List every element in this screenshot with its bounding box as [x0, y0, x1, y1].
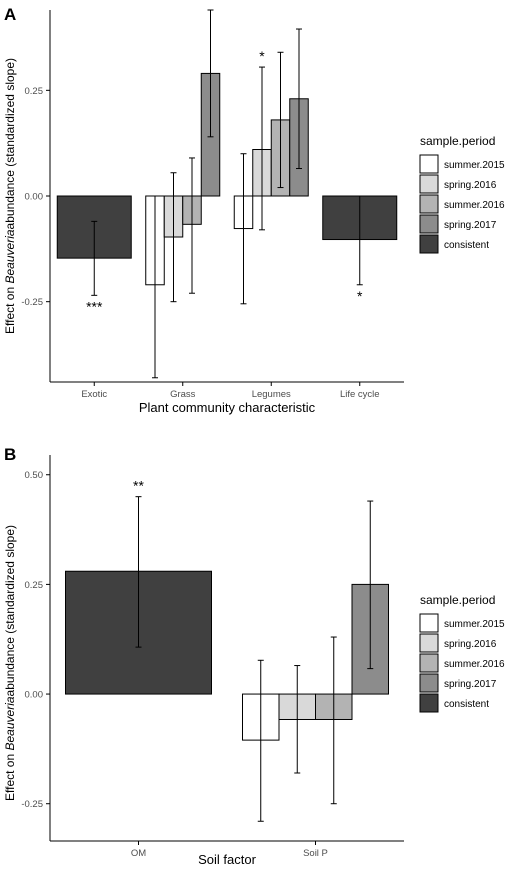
legend-swatch [419, 234, 439, 254]
y-tick-label: 0.25 [25, 580, 44, 591]
error-bar-grass-spring-2016 [170, 172, 177, 303]
panel-b-bars [65, 570, 389, 741]
legend-item-spring-2016: spring.2016 [419, 633, 497, 653]
error-bar-om-consistent [135, 496, 142, 648]
panel-b-label: B [4, 445, 16, 464]
y-tick-label: 0.50 [25, 470, 44, 481]
x-tick-label-soil-p: Soil P [303, 848, 328, 859]
error-bar-grass-spring-2017 [207, 9, 214, 138]
legend-item-summer-2016: summer.2016 [419, 653, 505, 673]
panel-b-error-bars [135, 496, 374, 822]
legend-label: consistent [444, 699, 489, 710]
legend-label: spring.2016 [444, 180, 497, 191]
panel-a-chart: A Effect on Beauveriaabundance (standard… [3, 5, 505, 415]
panel-b-x-ticks: OM Soil P [131, 841, 328, 859]
panel-b-y-axis-title: Effect on Beauveriaabundance (standardiz… [3, 525, 17, 801]
legend-item-spring-2016: spring.2016 [419, 174, 497, 194]
panel-b-chart: B Effect on Beauveriaabundance (standard… [3, 445, 505, 867]
x-tick-label-exotic: Exotic [81, 389, 107, 400]
legend-swatch [419, 693, 439, 713]
legend-swatch [419, 613, 439, 633]
panel-a-x-axis-title: Plant community characteristic [139, 400, 316, 415]
panel-a-y-axis-title: Effect on Beauveriaabundance (standardiz… [3, 58, 17, 334]
legend-label: consistent [444, 240, 489, 251]
legend-item-summer-2015: summer.2015 [419, 613, 505, 633]
x-tick-label-om: OM [131, 848, 146, 859]
panel-b-x-axis-title: Soil factor [198, 852, 256, 867]
panel-a-y-ticks: -0.25 0.00 0.25 [21, 86, 50, 308]
legend-title: sample.period [420, 134, 495, 148]
error-bar-legumes-summer-2016 [277, 51, 284, 189]
significance-life-cycle-consistent: * [357, 288, 363, 304]
legend-label: spring.2016 [444, 639, 497, 650]
legend-item-summer-2016: summer.2016 [419, 194, 505, 214]
error-bar-soil-p-spring-2017 [367, 500, 374, 670]
legend-label: spring.2017 [444, 679, 497, 690]
panel-a-significance: ***** [86, 48, 363, 314]
error-bar-soil-p-spring-2016 [294, 665, 301, 774]
legend-label: spring.2017 [444, 220, 497, 231]
panel-b-y-ticks: -0.25 0.00 0.25 0.50 [21, 470, 50, 810]
legend-swatch [419, 174, 439, 194]
legend-item-summer-2015: summer.2015 [419, 154, 505, 174]
x-tick-label-life-cycle: Life cycle [340, 389, 380, 400]
y-tick-label: 0.00 [25, 690, 44, 701]
legend-swatch [419, 653, 439, 673]
error-bar-grass-summer-2016 [189, 157, 195, 294]
y-tick-label: 0.00 [25, 192, 44, 203]
x-tick-label-legumes: Legumes [252, 389, 291, 400]
error-bar-grass-summer-2015 [152, 195, 158, 379]
significance-legumes-spring-2016: * [259, 48, 265, 64]
y-tick-label: -0.25 [21, 799, 43, 810]
legend-swatch [419, 633, 439, 653]
panel-a-error-bars [91, 9, 363, 379]
panel-b-legend: sample.period summer.2015 spring.2016 summe… [419, 593, 505, 713]
y-tick-label: -0.25 [21, 297, 43, 308]
error-bar-legumes-spring-2016 [259, 66, 265, 231]
y-tick-label: 0.25 [25, 86, 44, 97]
legend-swatch [419, 194, 439, 214]
error-bar-life-cycle-consistent [356, 195, 363, 286]
legend-label: summer.2015 [444, 160, 505, 171]
legend-title: sample.period [420, 593, 495, 607]
legend-item-consistent: consistent [419, 234, 489, 254]
panel-a-bars [56, 72, 398, 286]
legend-swatch [419, 214, 439, 234]
legend-swatch [419, 673, 439, 693]
legend-item-consistent: consistent [419, 693, 489, 713]
error-bar-soil-p-summer-2016 [330, 636, 337, 805]
error-bar-legumes-summer-2015 [240, 153, 247, 305]
legend-label: summer.2016 [444, 200, 505, 211]
panel-a-x-ticks: Exotic Grass Legumes Life cycle [81, 382, 380, 400]
legend-item-spring-2017: spring.2017 [419, 673, 497, 693]
legend-swatch [419, 154, 439, 174]
panel-a-label: A [4, 5, 16, 24]
panel-a-legend: sample.period summer.2015 spring.2016 summe… [419, 134, 505, 254]
legend-label: summer.2015 [444, 619, 505, 630]
error-bar-exotic-consistent [91, 220, 98, 296]
legend-item-spring-2017: spring.2017 [419, 214, 497, 234]
significance-om-consistent: ** [133, 478, 144, 494]
error-bar-soil-p-summer-2015 [257, 659, 264, 822]
error-bar-legumes-spring-2017 [296, 28, 302, 170]
x-tick-label-grass: Grass [170, 389, 196, 400]
panel-b-significance: ** [133, 478, 144, 494]
significance-exotic-consistent: *** [86, 298, 103, 314]
legend-label: summer.2016 [444, 659, 505, 670]
